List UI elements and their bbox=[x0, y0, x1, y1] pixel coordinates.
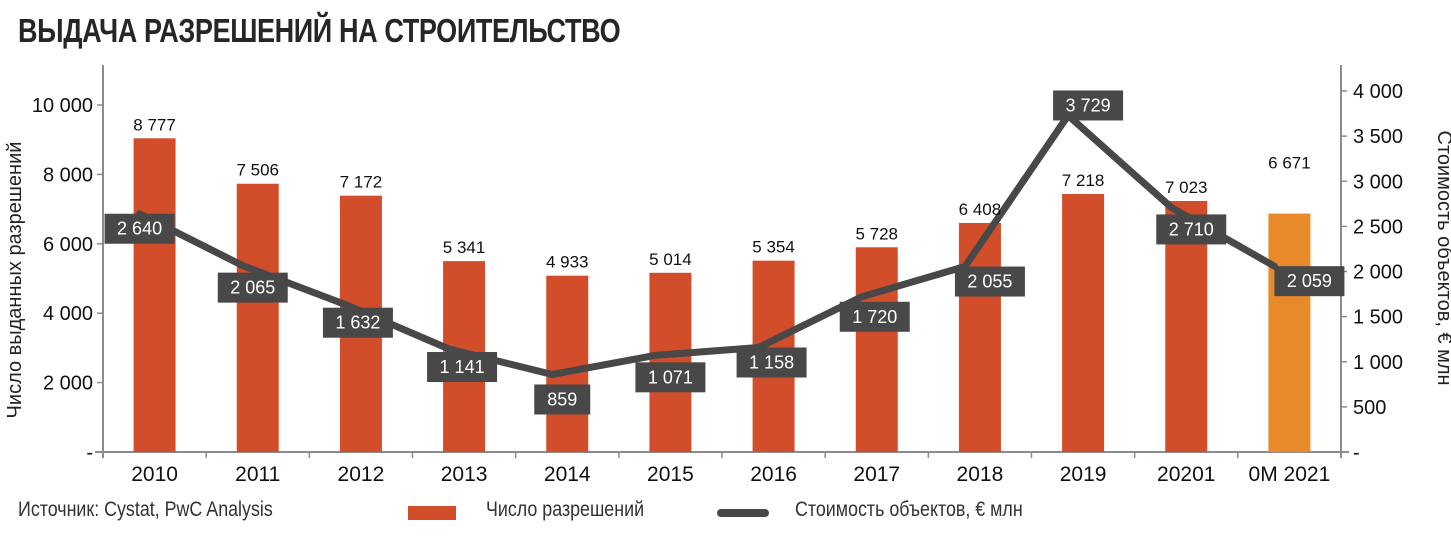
right-tick-label: 2 000 bbox=[1353, 262, 1403, 284]
line-value-label: 1 141 bbox=[440, 357, 485, 377]
right-tick-label: 2 500 bbox=[1353, 216, 1403, 238]
line-value-box bbox=[217, 272, 288, 303]
right-tick-label: 3 500 bbox=[1353, 126, 1403, 148]
line-value-box bbox=[1156, 214, 1227, 245]
category-label: 2017 bbox=[853, 463, 900, 486]
line-value-box bbox=[322, 307, 393, 338]
category-label: 2013 bbox=[441, 463, 488, 486]
line-value-label: 2 059 bbox=[1287, 271, 1332, 291]
line-value-box bbox=[104, 213, 175, 244]
category-label: 2011 bbox=[235, 463, 280, 486]
bar bbox=[133, 138, 176, 452]
right-tick-label: 500 bbox=[1353, 397, 1386, 419]
bar-value-label: 7 172 bbox=[340, 173, 383, 192]
left-tick-label: 2 000 bbox=[43, 373, 93, 395]
right-tick-label: 1 000 bbox=[1353, 352, 1403, 374]
bar bbox=[1268, 213, 1311, 452]
line-value-label: 2 055 bbox=[967, 272, 1012, 292]
line-value-box bbox=[534, 384, 591, 415]
line-value-box bbox=[1053, 90, 1124, 121]
line-value-label: 2 710 bbox=[1169, 219, 1214, 239]
bar-value-label: 5 728 bbox=[855, 224, 898, 243]
line-value-label: 859 bbox=[547, 389, 577, 409]
left-tick-label: 6 000 bbox=[43, 234, 93, 256]
line-series bbox=[136, 111, 1278, 378]
legend-bar-swatch-icon bbox=[408, 506, 456, 520]
bar bbox=[546, 275, 589, 452]
line-value-label: 1 071 bbox=[648, 367, 693, 387]
line-value-label: 3 729 bbox=[1066, 95, 1111, 115]
category-label: 2018 bbox=[957, 463, 1004, 486]
bar bbox=[855, 247, 898, 452]
category-label: 20201 bbox=[1157, 463, 1215, 486]
axes: - 2 000 4 000 6 000 8 000 10 000 - 500 1 000 1 50… bbox=[32, 65, 1403, 486]
bar-series bbox=[133, 138, 1311, 453]
bar-value-label: 8 777 bbox=[133, 115, 176, 134]
line-value-label: 1 158 bbox=[749, 352, 794, 372]
legend-bar-label: Число разрешений bbox=[486, 498, 645, 521]
left-tick-label: - bbox=[86, 442, 93, 464]
right-tick-label: - bbox=[1353, 442, 1360, 464]
line-value-box bbox=[954, 266, 1025, 297]
left-tick-label: 8 000 bbox=[43, 164, 93, 186]
category-label: 0M 2021 bbox=[1249, 463, 1331, 486]
line-value-label: 2 065 bbox=[230, 278, 275, 298]
legend-line-swatch-icon bbox=[717, 509, 769, 517]
bar-value-label: 7 506 bbox=[236, 161, 279, 180]
bar-value-label: 5 341 bbox=[443, 238, 486, 257]
right-tick-label: 4 000 bbox=[1353, 81, 1403, 103]
chart-title: ВЫДАЧА РАЗРЕШЕНИЙ НА СТРОИТЕЛЬСТВО bbox=[18, 12, 621, 49]
source-note: Источник: Cystat, PwC Analysis bbox=[18, 498, 273, 521]
line-value-label: 2 640 bbox=[117, 219, 162, 239]
category-label: 2019 bbox=[1060, 463, 1107, 486]
left-tick-label: 4 000 bbox=[43, 303, 93, 325]
line-value-box bbox=[427, 352, 498, 383]
line-value-label: 1 720 bbox=[852, 307, 897, 327]
bar-value-label: 7 218 bbox=[1062, 171, 1105, 190]
category-label: 2012 bbox=[338, 463, 385, 486]
bar-value-label: 4 933 bbox=[546, 253, 589, 272]
line-path bbox=[136, 111, 1278, 378]
bar-value-label: 7 023 bbox=[1165, 178, 1208, 197]
line-value-box bbox=[635, 362, 706, 393]
left-axis-title: Число выданных разрешений bbox=[4, 142, 26, 419]
line-value-box bbox=[839, 301, 910, 332]
data-labels: 8 777 7 506 7 172 5 341 4 933 5 014 5 354 5 728… bbox=[104, 90, 1345, 415]
line-value-box bbox=[1274, 266, 1345, 297]
category-label: 2014 bbox=[544, 463, 591, 486]
bar bbox=[958, 222, 1001, 452]
bar bbox=[236, 183, 279, 452]
bar-value-label: 5 014 bbox=[649, 250, 692, 269]
left-tick-label: 10 000 bbox=[32, 95, 93, 117]
bar bbox=[1062, 194, 1105, 452]
bar-value-label: 5 354 bbox=[752, 238, 795, 257]
legend-line-label: Стоимость объектов, € млн bbox=[795, 498, 1023, 521]
category-label: 2016 bbox=[750, 463, 797, 486]
line-value-box bbox=[736, 347, 807, 378]
line-value-label: 1 632 bbox=[335, 313, 380, 333]
right-axis-title: Стоимость объектов, € млн bbox=[1433, 130, 1451, 385]
bar-value-label: 6 671 bbox=[1268, 154, 1311, 173]
category-label: 2010 bbox=[131, 463, 178, 486]
right-tick-label: 3 000 bbox=[1353, 171, 1403, 193]
right-tick-label: 1 500 bbox=[1353, 307, 1403, 329]
bar-value-label: 6 408 bbox=[959, 200, 1002, 219]
category-label: 2015 bbox=[647, 463, 694, 486]
